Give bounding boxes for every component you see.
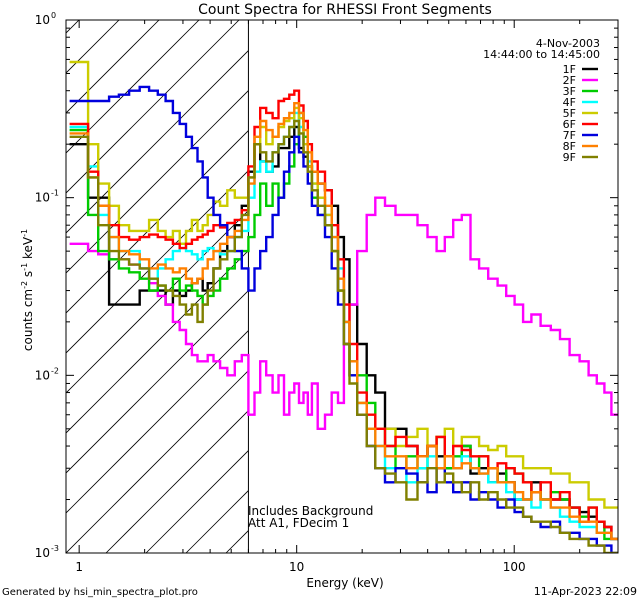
date-label: 4-Nov-2003 <box>536 37 600 50</box>
y-axis-label-s: s <box>21 271 35 281</box>
annotation-attenuator: Att A1, FDecim 1 <box>248 516 349 530</box>
hatched-region <box>66 20 249 553</box>
x-tick-label: 10 <box>289 560 304 574</box>
hatch-line <box>66 250 249 434</box>
hatch-line <box>66 290 249 474</box>
legend-label-9f: 9F <box>563 151 576 164</box>
y-tick-label-exponent: -3 <box>51 544 59 553</box>
x-tick-labels: 1 10 100 <box>75 560 525 574</box>
annotation-background: Includes Background <box>248 504 373 518</box>
legend-label-8f: 8F <box>563 140 576 153</box>
hatch-line <box>66 20 80 34</box>
hatch-line <box>105 410 249 553</box>
y-tick-label-exponent: 0 <box>51 11 56 20</box>
footer-generated-by: Generated by hsi_min_spectra_plot.pro <box>2 587 198 598</box>
legend-label-7f: 7F <box>563 129 576 142</box>
series-2f-line <box>69 196 618 430</box>
y-tick-label: 10 <box>35 546 50 560</box>
y-tick-label-exponent: -2 <box>51 366 59 375</box>
hatch-line <box>66 90 249 274</box>
legend-label-3f: 3F <box>563 85 576 98</box>
y-axis-label-exp-cm: -2 <box>20 281 29 289</box>
legend-label-1f: 1F <box>563 63 576 76</box>
y-tick-label-exponent: -1 <box>51 189 59 198</box>
hatch-line <box>225 530 249 553</box>
legend-label-2f: 2F <box>563 74 576 87</box>
axis-ticks <box>66 20 619 554</box>
legend-label-4f: 4F <box>563 96 576 109</box>
x-axis-label: Energy (keV) <box>306 576 383 590</box>
hatch-line <box>66 170 249 354</box>
legend-label-6f: 6F <box>563 118 576 131</box>
y-axis-label-exp-kev: -1 <box>20 229 29 237</box>
plot-frame <box>65 19 619 554</box>
hatch-line <box>66 130 249 314</box>
series-6f-line <box>69 89 618 541</box>
y-axis-label-kev: keV <box>21 236 35 263</box>
series-9f-line <box>69 119 618 553</box>
chart-title: Count Spectra for RHESSI Front Segments <box>198 2 492 18</box>
hatch-line <box>66 370 249 553</box>
legend-label-5f: 5F <box>563 107 576 120</box>
y-tick-label: 10 <box>35 191 50 205</box>
hatch-line <box>66 330 249 514</box>
hatch-line <box>66 20 160 114</box>
hatch-line <box>66 50 249 234</box>
hatch-line <box>66 20 200 154</box>
y-axis-label-exp-s: -1 <box>20 263 29 271</box>
footer-timestamp: 11-Apr-2023 22:09 <box>534 585 637 598</box>
y-axis-label: counts cm-2 s-1 keV-1 <box>20 229 35 351</box>
series-8f-line <box>69 102 618 541</box>
hatch-line <box>66 20 240 194</box>
x-tick-label: 1 <box>75 560 83 574</box>
y-axis-label-counts: counts cm <box>21 289 35 351</box>
y-tick-label: 10 <box>35 368 50 382</box>
x-tick-label: 100 <box>503 560 526 574</box>
time-range-label: 14:44:00 to 14:45:00 <box>483 48 600 61</box>
hatch-line <box>145 450 249 553</box>
y-tick-label: 10 <box>35 13 50 27</box>
